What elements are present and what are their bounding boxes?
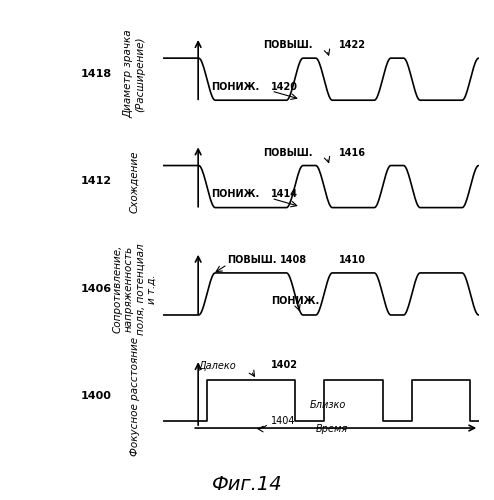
- Text: 1422: 1422: [339, 40, 366, 50]
- Text: ПОВЫШ.: ПОВЫШ.: [263, 40, 312, 50]
- Text: 1400: 1400: [81, 391, 112, 401]
- Text: ПОВЫШ.: ПОВЫШ.: [227, 255, 277, 265]
- Text: Время: Время: [315, 424, 347, 434]
- Text: 1402: 1402: [271, 360, 298, 370]
- Text: 1404: 1404: [271, 416, 296, 426]
- Text: Близко: Близко: [309, 400, 346, 410]
- Text: 1416: 1416: [339, 148, 366, 158]
- Text: Диаметр зрачка
(Расширение): Диаметр зрачка (Расширение): [124, 30, 145, 118]
- Text: 1406: 1406: [81, 284, 112, 294]
- Text: Фиг.14: Фиг.14: [212, 475, 282, 494]
- Text: 1410: 1410: [339, 255, 366, 265]
- Text: Сопротивление,
напряженность
поля, потенциал
и т.д.: Сопротивление, напряженность поля, потен…: [112, 243, 157, 334]
- Text: 1412: 1412: [81, 176, 112, 186]
- Text: 1420: 1420: [271, 82, 298, 92]
- Text: Фокусное расстояние: Фокусное расстояние: [129, 336, 140, 456]
- Text: 1408: 1408: [280, 255, 307, 265]
- Text: 1418: 1418: [81, 69, 112, 79]
- Text: Далеко: Далеко: [199, 362, 236, 372]
- Text: Схождение: Схождение: [129, 150, 140, 212]
- Text: 1414: 1414: [271, 189, 298, 199]
- Text: ПОНИЖ.: ПОНИЖ.: [211, 82, 260, 92]
- Text: ПОНИЖ.: ПОНИЖ.: [271, 296, 320, 306]
- Text: ПОВЫШ.: ПОВЫШ.: [263, 148, 312, 158]
- Text: ПОНИЖ.: ПОНИЖ.: [211, 189, 260, 199]
